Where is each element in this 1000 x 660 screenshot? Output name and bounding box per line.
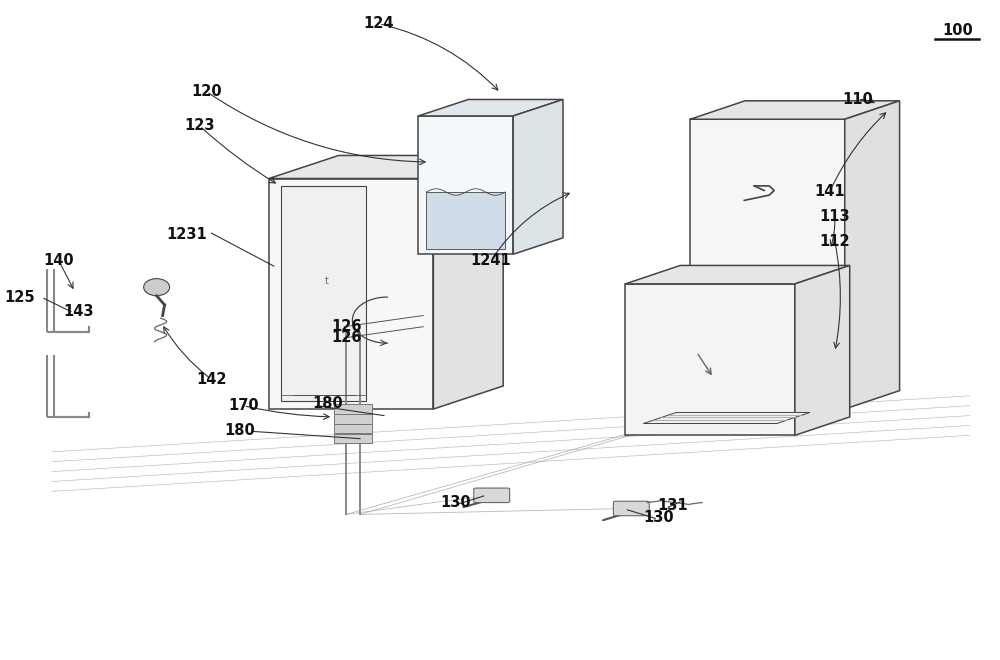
Text: 123: 123 (184, 118, 215, 133)
Polygon shape (418, 116, 513, 254)
Text: 180: 180 (313, 396, 344, 411)
Text: t: t (324, 276, 328, 286)
Polygon shape (513, 100, 563, 254)
Bar (281, 186, 366, 401)
FancyBboxPatch shape (474, 488, 510, 502)
Text: 100: 100 (942, 23, 973, 38)
Text: 141: 141 (814, 184, 845, 199)
Text: 1231: 1231 (166, 227, 207, 242)
Bar (334, 405, 372, 414)
Text: 130: 130 (440, 495, 471, 510)
Bar (334, 414, 372, 424)
Polygon shape (690, 119, 845, 409)
Text: 131: 131 (657, 498, 688, 513)
Polygon shape (625, 284, 795, 436)
Text: 140: 140 (44, 253, 74, 269)
Polygon shape (269, 178, 433, 409)
Polygon shape (269, 156, 503, 178)
Text: 126: 126 (331, 319, 361, 334)
Polygon shape (426, 192, 505, 249)
Text: 180: 180 (224, 422, 255, 438)
Text: 1241: 1241 (470, 253, 511, 269)
FancyBboxPatch shape (613, 501, 649, 515)
Polygon shape (625, 391, 745, 436)
Polygon shape (643, 412, 810, 424)
Polygon shape (625, 265, 850, 284)
Text: 110: 110 (842, 92, 873, 107)
Polygon shape (690, 101, 900, 119)
Text: 142: 142 (196, 372, 227, 387)
Text: 170: 170 (228, 398, 259, 413)
Circle shape (144, 279, 170, 296)
Polygon shape (418, 100, 563, 116)
Polygon shape (795, 265, 850, 436)
Text: 126: 126 (331, 331, 361, 345)
Text: 124: 124 (364, 16, 394, 31)
Text: 125: 125 (5, 290, 35, 304)
Text: 130: 130 (643, 510, 674, 525)
Polygon shape (433, 156, 503, 409)
Text: 143: 143 (64, 304, 94, 319)
Bar (334, 434, 372, 444)
Text: 112: 112 (819, 234, 850, 249)
Bar (334, 424, 372, 434)
Text: 120: 120 (191, 84, 222, 99)
Polygon shape (845, 101, 900, 409)
Text: 113: 113 (819, 209, 850, 224)
